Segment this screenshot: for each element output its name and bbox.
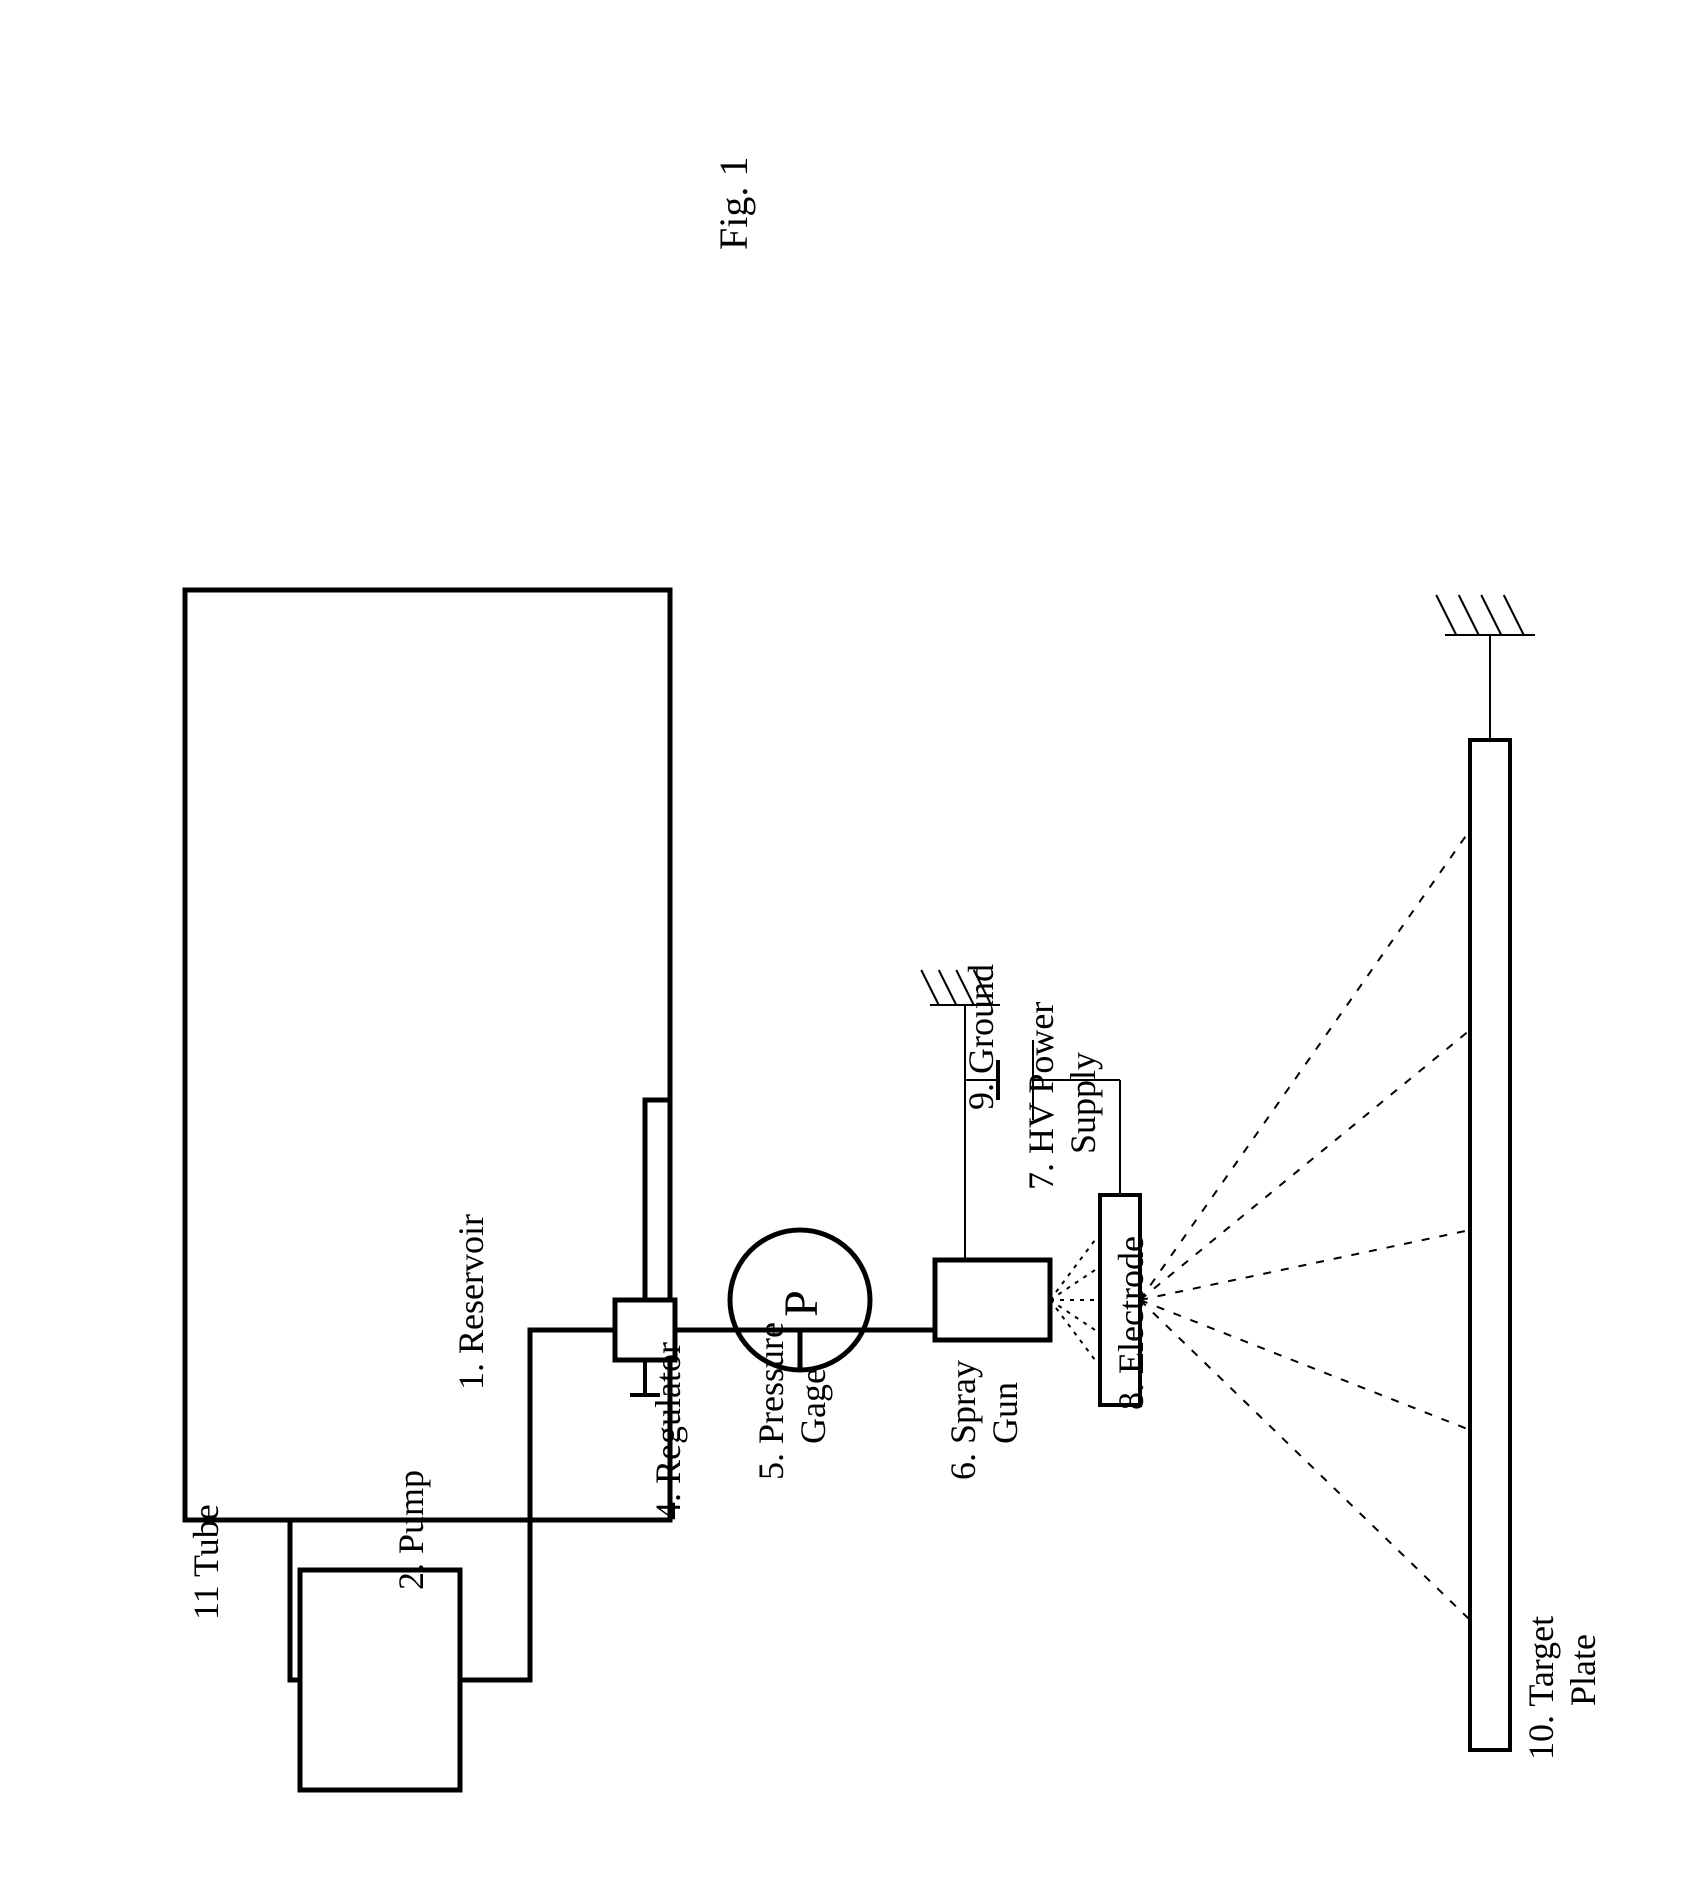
- short-spray-1: [1050, 1270, 1095, 1300]
- ground-hatch-0-1: [939, 970, 957, 1005]
- label-pump: 2. Pump: [390, 1470, 432, 1590]
- long-spray-0: [1140, 830, 1470, 1300]
- label-regulator: 4. Regulator: [647, 1342, 689, 1520]
- label-power: 7. HV Power Supply: [1020, 1002, 1104, 1190]
- short-spray-3: [1050, 1300, 1095, 1330]
- label-target: 10. Target Plate: [1520, 1616, 1604, 1760]
- ground-hatch-0-0: [921, 970, 939, 1005]
- long-spray-4: [1140, 1300, 1470, 1620]
- label-ground: 9. Ground: [960, 964, 1002, 1110]
- long-spray-2: [1140, 1230, 1470, 1300]
- diagram-svg: [0, 0, 1687, 1879]
- target-shape: [1470, 740, 1510, 1750]
- label-pressure: 5. Pressure Gage: [750, 1322, 834, 1480]
- short-spray-4: [1050, 1300, 1095, 1360]
- ground-hatch-1-1: [1459, 595, 1479, 635]
- ground-hatch-1-2: [1481, 595, 1501, 635]
- label-reservoir: 1. Reservoir: [450, 1214, 492, 1390]
- diagram-root: 1. Reservoir 2. Pump 4. Regulator 5. Pre…: [0, 0, 1687, 1879]
- label-electrode: 8. Electrode: [1110, 1236, 1152, 1410]
- long-spray-1: [1140, 1030, 1470, 1300]
- spraygun-shape: [935, 1260, 1050, 1340]
- figure-caption: Fig. 1: [710, 157, 757, 250]
- pump-shape: [300, 1570, 460, 1790]
- reservoir-shape: [185, 590, 670, 1520]
- label-tube: 11 Tube: [185, 1504, 227, 1620]
- ground-hatch-1-3: [1504, 595, 1524, 635]
- ground-hatch-1-0: [1436, 595, 1456, 635]
- label-spraygun: 6. Spray Gun: [942, 1360, 1026, 1480]
- gage-p-letter: P: [774, 1290, 829, 1317]
- short-spray-0: [1050, 1240, 1095, 1300]
- long-spray-3: [1140, 1300, 1470, 1430]
